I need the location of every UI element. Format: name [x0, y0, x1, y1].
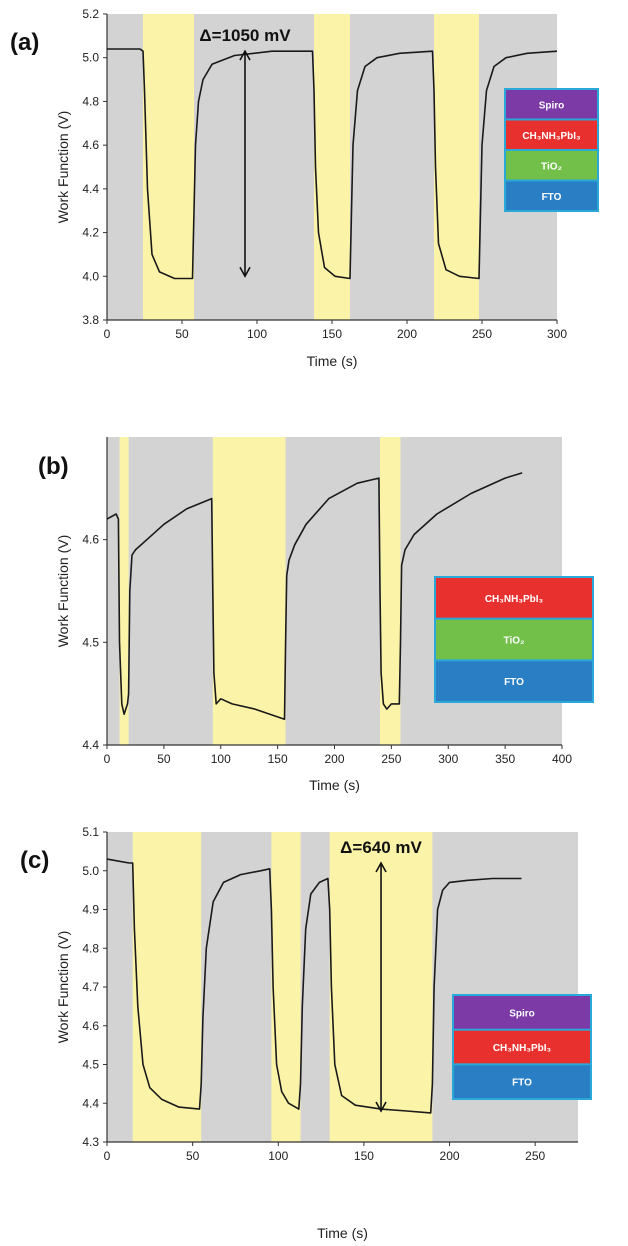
y-tick-label: 4.4	[82, 1096, 99, 1110]
layer-block	[454, 1065, 590, 1098]
y-tick-label: 4.5	[82, 1058, 99, 1072]
x-tick-label: 0	[104, 327, 111, 341]
layer-block	[506, 181, 597, 210]
panel-label: (b)	[38, 453, 69, 480]
x-tick-label: 150	[354, 1149, 374, 1163]
layer-label: TiO₂	[504, 636, 525, 647]
y-tick-label: 5.0	[82, 51, 99, 65]
x-tick-label: 200	[324, 752, 344, 766]
y-axis-title: Work Function (V)	[55, 535, 71, 648]
x-tick-label: 250	[381, 752, 401, 766]
x-tick-label: 250	[525, 1149, 545, 1163]
y-axis-title: Work Function (V)	[55, 111, 71, 224]
delta-arrow-head-bottom	[375, 1101, 387, 1113]
y-axis-title: Work Function (V)	[55, 931, 71, 1044]
x-tick-label: 50	[186, 1149, 200, 1163]
layer-label: FTO	[512, 1078, 532, 1089]
y-tick-label: 4.7	[82, 980, 99, 994]
y-tick-label: 4.5	[82, 635, 99, 649]
layer-block	[454, 996, 590, 1029]
panel-label: (c)	[20, 847, 49, 874]
x-tick-label: 0	[104, 752, 111, 766]
panel-b: 0 50 100 150 200 250 300 350 400 4.4 4.5 4.6 CH₃NH₃P…	[38, 437, 594, 793]
x-axis-title: Time (s)	[309, 777, 360, 793]
layer-block	[506, 90, 597, 119]
illuminated-interval	[132, 832, 202, 1142]
y-tick-label: 4.4	[82, 738, 99, 752]
x-tick-label: 150	[322, 327, 342, 341]
layer-label: FTO	[542, 192, 562, 203]
layer-label: CH₃NH₃PbI₃	[485, 594, 544, 605]
illuminated-interval	[212, 437, 286, 745]
y-tick-label: 4.8	[82, 941, 99, 955]
x-tick-label: 200	[440, 1149, 460, 1163]
delta-arrow-head-top	[375, 861, 387, 873]
y-tick-label: 4.0	[82, 269, 99, 283]
layer-block	[436, 661, 592, 701]
work-function-trace	[107, 48, 558, 280]
y-tick-label: 4.6	[82, 1019, 99, 1033]
x-tick-label: 0	[104, 1149, 111, 1163]
layer-block	[506, 151, 597, 180]
illuminated-interval	[314, 14, 350, 320]
work-function-trace	[106, 858, 522, 1114]
y-tick-label: 4.6	[82, 138, 99, 152]
x-tick-label: 100	[268, 1149, 288, 1163]
layer-label: CH₃NH₃PbI₃	[522, 131, 581, 142]
x-axis-title: Time (s)	[307, 353, 358, 369]
layer-block	[436, 619, 592, 660]
x-tick-label: 150	[268, 752, 288, 766]
layer-block	[436, 578, 592, 618]
illuminated-interval	[119, 437, 129, 745]
delta-arrow-head-bottom	[239, 266, 251, 278]
illuminated-interval	[380, 437, 401, 745]
panel-c: 0 50 100 150 200 250 4.3 4.4 4.5 4.6 4.7 4.8 4.9 5.0 5…	[20, 825, 592, 1241]
layer-label: Spiro	[509, 1008, 535, 1019]
x-tick-label: 50	[157, 752, 171, 766]
y-tick-label: 4.6	[82, 533, 99, 547]
delta-annotation: Δ=640 mV	[340, 838, 422, 857]
delta-arrow-head-top	[239, 49, 251, 61]
layer-label: Spiro	[539, 100, 565, 111]
y-tick-label: 4.8	[82, 94, 99, 108]
y-tick-label: 4.3	[82, 1135, 99, 1149]
x-tick-label: 100	[247, 327, 267, 341]
delta-annotation: Δ=1050 mV	[199, 26, 291, 45]
layer-block	[506, 120, 597, 149]
y-tick-label: 5.1	[82, 825, 99, 839]
y-tick-label: 5.0	[82, 864, 99, 878]
x-tick-label: 100	[211, 752, 231, 766]
y-tick-label: 4.9	[82, 903, 99, 917]
layer-block	[454, 1030, 590, 1064]
x-tick-label: 300	[438, 752, 458, 766]
layer-label: TiO₂	[541, 161, 562, 172]
x-tick-label: 400	[552, 752, 572, 766]
x-tick-label: 200	[397, 327, 417, 341]
illuminated-interval	[271, 832, 301, 1142]
y-tick-label: 5.2	[82, 7, 99, 21]
illuminated-interval	[143, 14, 194, 320]
x-tick-label: 350	[495, 752, 515, 766]
layer-label: FTO	[504, 677, 524, 688]
y-tick-label: 4.2	[82, 226, 99, 240]
y-tick-label: 3.8	[82, 313, 99, 327]
x-tick-label: 50	[175, 327, 189, 341]
x-axis-title: Time (s)	[317, 1225, 368, 1241]
x-tick-label: 250	[472, 327, 492, 341]
x-tick-label: 300	[547, 327, 567, 341]
illuminated-interval	[434, 14, 479, 320]
layer-label: CH₃NH₃PbI₃	[493, 1043, 552, 1054]
y-tick-label: 4.4	[82, 182, 99, 196]
panel-label: (a)	[10, 29, 39, 56]
work-function-trace	[106, 472, 523, 721]
panel-a: 0 50 100 150 200 250 300 3.8 4.0 4.2 4.4 4.6 4.8 5.0 5…	[10, 7, 599, 369]
